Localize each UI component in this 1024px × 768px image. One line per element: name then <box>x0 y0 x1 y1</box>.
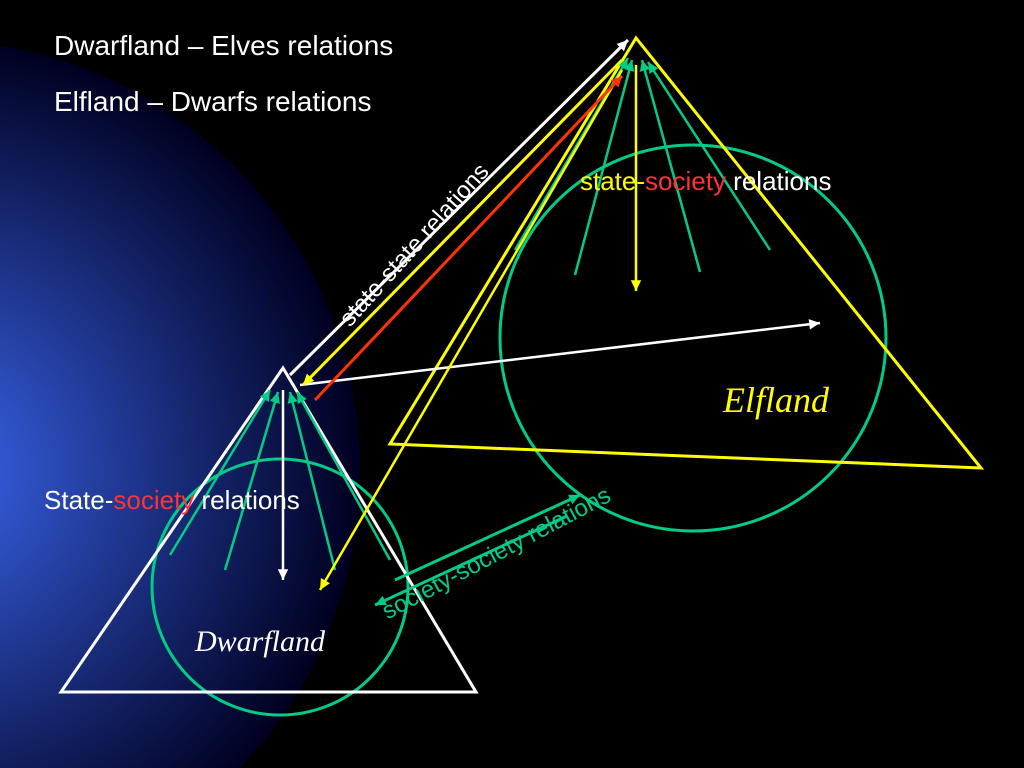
elfland-label: Elfland <box>722 380 830 420</box>
dwarfland-label: Dwarfland <box>194 625 326 658</box>
relation-label: society-society relations <box>378 482 616 625</box>
diagram-stage: Elfland Dwarfland state-state relations soc… <box>0 0 1024 768</box>
title-line-2: Elfland – Dwarfs relations <box>54 86 371 118</box>
state-society-left-label: State-society relations <box>44 485 300 516</box>
state-society-right-label: state-society relations <box>580 166 831 197</box>
relation-label: state-state relations <box>334 158 494 332</box>
elfland-triangle <box>390 38 981 468</box>
title-line-1: Dwarfland – Elves relations <box>54 30 393 62</box>
